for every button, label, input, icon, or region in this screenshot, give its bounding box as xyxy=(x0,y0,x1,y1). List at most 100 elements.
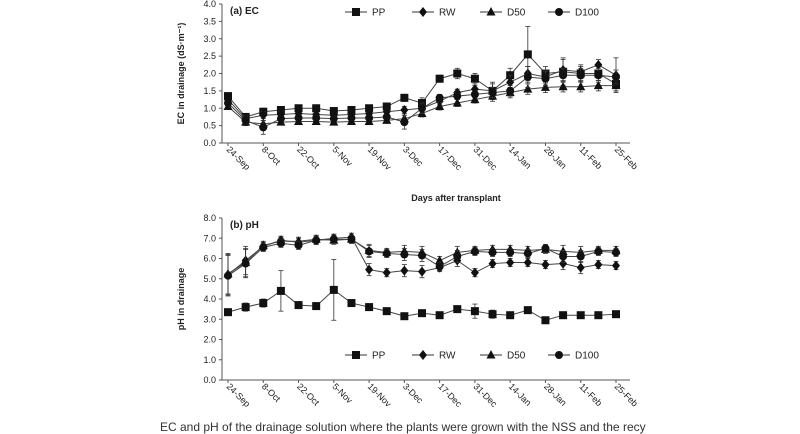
data-point xyxy=(523,257,532,268)
data-point xyxy=(452,98,462,107)
data-point xyxy=(329,285,338,294)
x-tick-label: 28-Jan xyxy=(542,144,569,171)
x-tick-label: 14-Jan xyxy=(507,381,534,408)
data-point xyxy=(558,81,568,91)
data-point xyxy=(523,84,533,93)
data-point xyxy=(382,102,391,111)
data-point xyxy=(506,77,515,88)
data-point xyxy=(312,302,321,311)
data-point xyxy=(576,71,585,80)
legend-label: RW xyxy=(439,8,456,19)
data-point xyxy=(559,252,568,261)
data-point xyxy=(435,311,444,320)
data-point xyxy=(540,82,550,91)
data-point xyxy=(294,241,303,250)
data-point xyxy=(453,305,462,314)
data-point xyxy=(347,113,356,122)
data-point xyxy=(435,101,445,111)
data-point xyxy=(365,303,374,312)
data-point xyxy=(347,299,356,308)
y-tick-label: 3.0 xyxy=(203,34,216,44)
data-point xyxy=(224,308,232,317)
data-point xyxy=(276,239,285,248)
x-tick-label: 31-Dec xyxy=(471,381,499,409)
data-point xyxy=(488,88,497,97)
legend-marker xyxy=(419,350,427,360)
data-point xyxy=(541,316,550,325)
data-point xyxy=(612,72,620,81)
data-point xyxy=(523,50,532,59)
chart-ph: 0.0 1.0 2.0 3.0 4.0 5.0 6.0 7.0 8.0 24-Sep 8-Oct 22… xyxy=(176,213,640,409)
y-tick-label: 0.0 xyxy=(203,138,216,148)
legend-label: D100 xyxy=(575,351,599,362)
legend-label: PP xyxy=(372,8,386,19)
data-point xyxy=(365,104,374,113)
data-point xyxy=(312,113,321,122)
data-point xyxy=(435,93,444,102)
data-point xyxy=(470,94,480,104)
data-point xyxy=(541,74,550,83)
x-tick-label: 19-Nov xyxy=(366,144,394,172)
data-point xyxy=(435,262,444,271)
y-tick-label: 2.0 xyxy=(203,335,216,345)
y-axis-label: pH in drainage xyxy=(176,268,186,331)
data-point xyxy=(312,236,321,245)
data-point xyxy=(594,247,603,256)
data-point xyxy=(259,110,268,121)
data-point xyxy=(470,74,479,83)
data-point xyxy=(400,265,409,276)
data-point xyxy=(400,118,409,127)
data-point xyxy=(470,247,479,256)
data-point xyxy=(470,267,479,278)
y-tick-label: 7.0 xyxy=(203,233,216,243)
data-point xyxy=(365,264,374,275)
data-point xyxy=(224,271,232,280)
data-point xyxy=(453,92,462,101)
data-point xyxy=(382,112,391,121)
series-d100 xyxy=(224,234,620,297)
data-point xyxy=(594,311,603,320)
data-point xyxy=(612,260,620,271)
x-axis-label: Days after transplant xyxy=(411,193,501,203)
data-point xyxy=(365,247,374,256)
data-point xyxy=(541,244,550,253)
y-tick-label: 4.0 xyxy=(203,0,216,9)
y-tick-label: 1.0 xyxy=(203,355,216,365)
y-tick-label: 0.0 xyxy=(203,375,216,385)
data-point xyxy=(400,250,409,259)
x-tick-label: 24-Sep xyxy=(225,381,253,409)
data-point xyxy=(382,267,391,278)
x-tick-label: 19-Nov xyxy=(366,381,394,409)
legend-marker xyxy=(555,351,563,359)
x-tick-label: 22-Oct xyxy=(295,144,322,171)
x-tick-label: 14-Jan xyxy=(507,144,534,171)
x-tick-label: 8-Oct xyxy=(260,381,283,404)
data-point xyxy=(523,249,532,258)
y-axis-label: EC in drainage (dS·m⁻¹) xyxy=(176,23,186,125)
x-tick-label: 3-Dec xyxy=(401,381,425,405)
x-tick-label: 11-Feb xyxy=(577,144,604,171)
y-tick-label: 0.5 xyxy=(203,121,216,131)
data-point xyxy=(435,74,444,83)
data-point xyxy=(400,312,409,321)
chart-title: (a) EC xyxy=(230,6,259,17)
chart-ec: 0.0 0.5 1.0 1.5 2.0 2.5 3.0 3.5 4.0 24-Sep 8-Oct 22… xyxy=(176,0,640,203)
data-point xyxy=(576,262,585,273)
y-tick-label: 1.0 xyxy=(203,103,216,113)
data-point xyxy=(559,258,568,269)
legend-label: D100 xyxy=(575,8,599,19)
y-tick-label: 8.0 xyxy=(203,213,216,223)
y-tick-label: 4.0 xyxy=(203,294,216,304)
data-point xyxy=(259,243,268,252)
data-point xyxy=(418,104,426,113)
data-point xyxy=(418,266,426,277)
x-tick-label: 25-Feb xyxy=(613,381,640,408)
legend-label: RW xyxy=(439,351,456,362)
data-point xyxy=(506,257,515,268)
data-point xyxy=(382,307,391,316)
legend-label: D50 xyxy=(507,8,526,19)
chart-title: (b) pH xyxy=(230,220,259,231)
data-point xyxy=(576,252,585,261)
y-tick-label: 6.0 xyxy=(203,254,216,264)
